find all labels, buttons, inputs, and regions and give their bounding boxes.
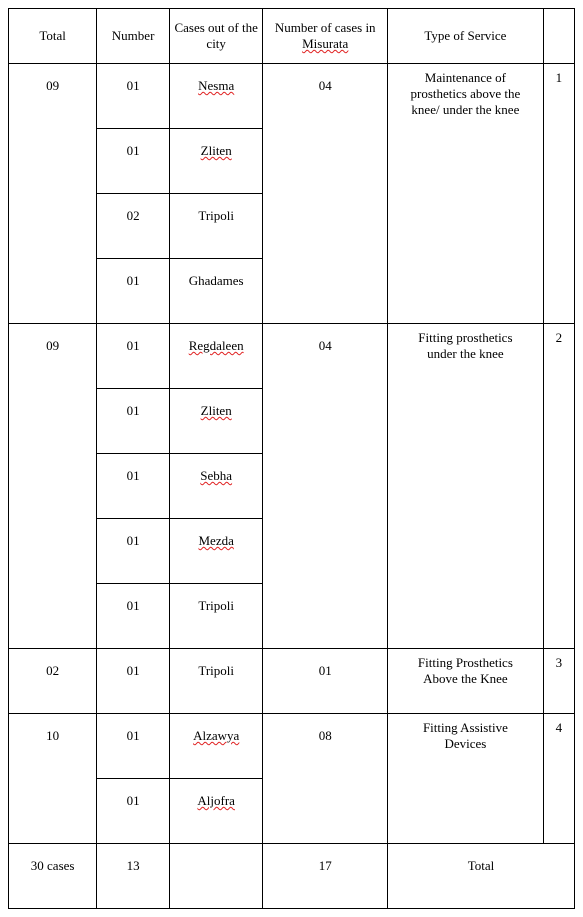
- city-name: Alzawya: [193, 728, 239, 743]
- city-name: Tripoli: [198, 208, 234, 223]
- table-row: 0901Regdaleen04Fitting prostheticsunder …: [9, 324, 575, 389]
- footer-misurata-sum: 17: [263, 844, 388, 909]
- cell-number: 01: [97, 389, 170, 454]
- cell-city: Ghadames: [169, 259, 262, 324]
- table-row: 0201Tripoli01Fitting ProstheticsAbove th…: [9, 649, 575, 714]
- header-number: Number: [97, 9, 170, 64]
- services-table: Total Number Cases out of the city Numbe…: [8, 8, 575, 909]
- city-name: Regdaleen: [189, 338, 244, 353]
- cell-number: 01: [97, 454, 170, 519]
- table-row: 1001Alzawya08Fitting AssistiveDevices4: [9, 714, 575, 779]
- cell-number: 02: [97, 194, 170, 259]
- cell-number: 01: [97, 779, 170, 844]
- cell-number: 01: [97, 324, 170, 389]
- header-index: [543, 9, 574, 64]
- cell-total: 09: [9, 324, 97, 649]
- cell-number: 01: [97, 519, 170, 584]
- cell-city: Regdaleen: [169, 324, 262, 389]
- cell-index: 4: [543, 714, 574, 844]
- cell-index: 1: [543, 64, 574, 324]
- footer-total-cases: 30 cases: [9, 844, 97, 909]
- cell-total: 10: [9, 714, 97, 844]
- footer-empty-city: [169, 844, 262, 909]
- cell-city: Tripoli: [169, 194, 262, 259]
- cell-misurata: 01: [263, 649, 388, 714]
- cell-city: Aljofra: [169, 779, 262, 844]
- header-cases-out: Cases out of the city: [169, 9, 262, 64]
- cell-total: 09: [9, 64, 97, 324]
- cell-city: Mezda: [169, 519, 262, 584]
- cell-city: Tripoli: [169, 649, 262, 714]
- table-row: 0901Nesma04Maintenance ofprosthetics abo…: [9, 64, 575, 129]
- city-name: Tripoli: [198, 598, 234, 613]
- footer-label: Total: [388, 844, 575, 909]
- cell-misurata: 04: [263, 324, 388, 649]
- cell-city: Sebha: [169, 454, 262, 519]
- header-row: Total Number Cases out of the city Numbe…: [9, 9, 575, 64]
- city-name: Tripoli: [198, 663, 234, 678]
- footer-row: 30 cases13 17Total: [9, 844, 575, 909]
- cell-number: 01: [97, 584, 170, 649]
- cell-number: 01: [97, 714, 170, 779]
- header-misurata-line1: Number of cases in: [275, 20, 376, 35]
- city-name: Aljofra: [197, 793, 235, 808]
- cell-total: 02: [9, 649, 97, 714]
- cell-service: Fitting AssistiveDevices: [388, 714, 544, 844]
- city-name: Zliten: [201, 143, 232, 158]
- city-name: Zliten: [201, 403, 232, 418]
- header-misurata-city: Misurata: [302, 36, 348, 51]
- header-total: Total: [9, 9, 97, 64]
- cell-city: Nesma: [169, 64, 262, 129]
- city-name: Sebha: [200, 468, 232, 483]
- city-name: Ghadames: [189, 273, 244, 288]
- cell-number: 01: [97, 129, 170, 194]
- cell-service: Maintenance ofprosthetics above theknee/…: [388, 64, 544, 324]
- cell-service: Fitting prostheticsunder the knee: [388, 324, 544, 649]
- cell-misurata: 04: [263, 64, 388, 324]
- cell-misurata: 08: [263, 714, 388, 844]
- footer-number-sum: 13: [97, 844, 170, 909]
- header-misurata: Number of cases in Misurata: [263, 9, 388, 64]
- cell-number: 01: [97, 649, 170, 714]
- city-name: Nesma: [198, 78, 234, 93]
- cell-city: Tripoli: [169, 584, 262, 649]
- cell-city: Zliten: [169, 129, 262, 194]
- cell-service: Fitting ProstheticsAbove the Knee: [388, 649, 544, 714]
- cell-city: Alzawya: [169, 714, 262, 779]
- cell-index: 3: [543, 649, 574, 714]
- cell-number: 01: [97, 259, 170, 324]
- header-service: Type of Service: [388, 9, 544, 64]
- city-name: Mezda: [198, 533, 233, 548]
- cell-city: Zliten: [169, 389, 262, 454]
- cell-index: 2: [543, 324, 574, 649]
- cell-number: 01: [97, 64, 170, 129]
